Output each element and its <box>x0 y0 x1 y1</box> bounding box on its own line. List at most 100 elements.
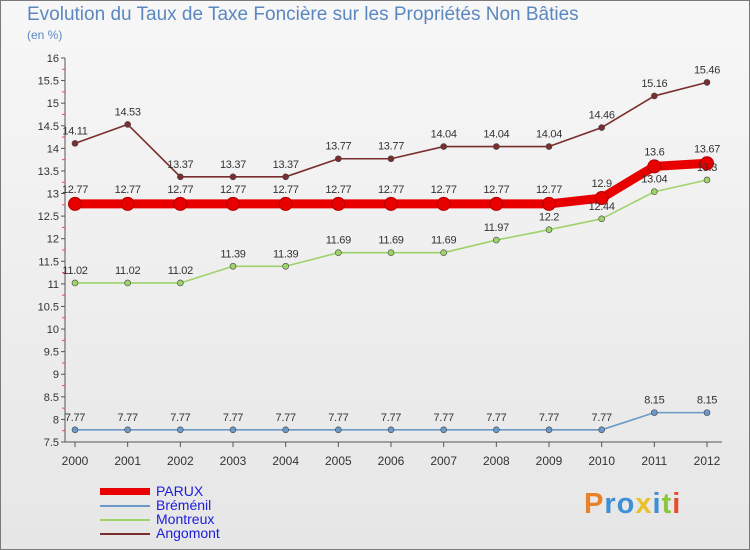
data-point-parux <box>173 196 188 211</box>
data-label-montreux: 11.39 <box>220 248 245 260</box>
data-point-parux <box>331 196 346 211</box>
y-tick-label: 8 <box>53 414 59 426</box>
logo-letter: x <box>635 488 653 520</box>
y-tick-label: 12 <box>47 234 59 246</box>
x-tick-label: 2002 <box>167 454 194 468</box>
legend-label-angomont: Angomont <box>156 525 220 541</box>
data-point-angomont <box>229 173 237 181</box>
data-point-parux <box>542 196 556 211</box>
data-label-angomont: 14.04 <box>536 129 562 141</box>
y-tick-label: 12.5 <box>38 211 59 223</box>
y-tick-label: 13 <box>47 189 59 201</box>
data-label-parux: 13.6 <box>644 146 664 158</box>
data-label-parux: 12.9 <box>592 178 612 190</box>
data-point-parux <box>594 191 609 206</box>
data-label-bremenil: 7.77 <box>381 412 401 424</box>
data-label-angomont: 14.46 <box>589 110 615 122</box>
x-tick-label: 2001 <box>114 454 141 468</box>
data-label-bremenil: 7.77 <box>434 412 454 424</box>
y-tick-label: 11 <box>48 279 59 291</box>
data-label-parux: 12.77 <box>167 184 193 196</box>
data-point-montreux <box>335 249 342 257</box>
y-tick-label: 11.5 <box>38 256 59 268</box>
data-label-montreux: 11.69 <box>431 235 456 247</box>
x-tick-label: 2005 <box>325 454 352 468</box>
data-point-angomont <box>282 173 289 181</box>
x-tick-label: 2012 <box>694 454 721 468</box>
data-point-bremenil <box>440 426 447 434</box>
x-tick-label: 2011 <box>641 454 667 468</box>
data-label-montreux: 11.69 <box>326 235 351 247</box>
data-point-montreux <box>387 249 395 257</box>
x-tick-label: 2004 <box>272 454 299 468</box>
data-point-bremenil <box>335 426 342 434</box>
data-label-angomont: 15.16 <box>641 78 667 90</box>
y-tick-label: 8.5 <box>44 392 59 404</box>
data-point-angomont <box>177 173 184 181</box>
legend-item-montreux: Montreux <box>100 511 320 527</box>
y-tick-label: 15.5 <box>38 76 59 88</box>
data-label-parux: 13.67 <box>694 143 720 155</box>
data-point-montreux <box>177 279 184 287</box>
data-label-parux: 12.77 <box>325 184 351 196</box>
data-label-angomont: 13.37 <box>220 159 246 171</box>
data-label-angomont: 13.37 <box>273 159 299 171</box>
data-label-montreux: 11.97 <box>484 222 509 234</box>
data-point-bremenil <box>703 409 711 416</box>
legend-item-bremenil: Bréménil <box>100 497 320 513</box>
data-label-montreux: 12.2 <box>539 212 559 224</box>
logo-letter: P <box>584 488 605 520</box>
data-point-montreux <box>545 226 553 233</box>
data-label-bremenil: 7.77 <box>170 412 190 424</box>
logo-letter: t <box>661 488 673 520</box>
data-point-parux <box>226 196 240 211</box>
data-label-montreux: 13.04 <box>641 174 667 186</box>
legend-label-bremenil: Bréménil <box>156 497 212 513</box>
data-point-parux <box>436 196 451 211</box>
data-label-parux: 12.77 <box>536 184 562 196</box>
data-point-montreux <box>282 262 289 270</box>
data-point-angomont <box>440 143 447 150</box>
data-point-bremenil <box>71 426 79 434</box>
data-label-bremenil: 7.77 <box>592 412 612 424</box>
y-axis-unit: (en %) <box>27 28 63 42</box>
y-tick-label: 9 <box>53 369 59 381</box>
y-tick-label: 13.5 <box>38 166 59 178</box>
data-label-montreux: 11.02 <box>62 265 87 277</box>
data-label-montreux: 13.3 <box>697 162 717 174</box>
data-point-montreux <box>124 279 131 287</box>
data-label-bremenil: 7.77 <box>486 412 506 424</box>
data-label-bremenil: 7.77 <box>223 412 243 424</box>
data-point-parux <box>278 196 293 211</box>
data-point-angomont <box>387 155 395 163</box>
data-point-parux <box>700 156 714 171</box>
legend-swatch-angomont <box>100 533 150 535</box>
data-label-montreux: 11.02 <box>115 265 140 277</box>
x-tick-label: 2000 <box>62 454 89 468</box>
logo-letter: o <box>616 488 636 520</box>
data-label-parux: 12.77 <box>62 184 88 196</box>
data-label-bremenil: 7.77 <box>328 412 348 424</box>
data-label-parux: 12.77 <box>273 184 299 196</box>
data-point-angomont <box>703 79 711 86</box>
logo-letter: r <box>604 488 617 520</box>
data-point-bremenil <box>124 426 131 434</box>
proxiti-logo: Proxiti <box>584 488 681 521</box>
data-label-angomont: 13.77 <box>325 141 351 153</box>
y-tick-label: 10.5 <box>38 301 59 313</box>
data-label-montreux: 12.44 <box>589 201 615 213</box>
x-tick-label: 2007 <box>430 454 457 468</box>
legend-swatch-montreux <box>100 519 150 521</box>
x-tick-label: 2003 <box>220 454 247 468</box>
data-label-parux: 12.77 <box>220 184 246 196</box>
data-label-parux: 12.77 <box>483 184 509 196</box>
x-tick-label: 2008 <box>483 454 510 468</box>
data-point-bremenil <box>387 426 395 434</box>
legend-label-parux: PARUX <box>156 483 204 499</box>
y-tick-label: 7.5 <box>44 437 59 449</box>
data-point-parux <box>489 196 504 211</box>
data-label-angomont: 15.46 <box>694 64 720 76</box>
data-point-montreux <box>598 215 605 223</box>
data-point-bremenil <box>177 426 184 434</box>
data-label-bremenil: 8.15 <box>644 395 664 407</box>
